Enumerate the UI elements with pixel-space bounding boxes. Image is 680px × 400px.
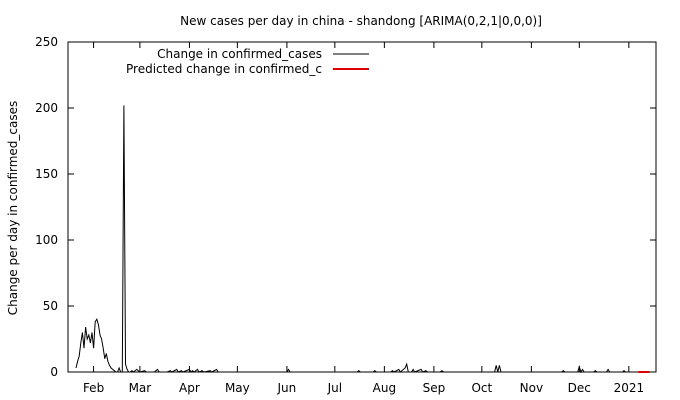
series-lines bbox=[75, 105, 650, 374]
x-tick-label: Dec bbox=[568, 381, 591, 395]
legend-label-0: Change in confirmed_cases bbox=[157, 47, 322, 61]
plot-frame bbox=[67, 41, 657, 373]
y-axis-ticks: 0 50 100 150 200 250 bbox=[35, 35, 656, 379]
y-tick-label: 0 bbox=[50, 365, 58, 379]
y-tick-label: 200 bbox=[35, 101, 58, 115]
series-line-0 bbox=[75, 105, 636, 374]
x-tick-label: 2021 bbox=[614, 381, 645, 395]
y-tick-label: 250 bbox=[35, 35, 58, 49]
y-tick-label: 100 bbox=[35, 233, 58, 247]
x-tick-label: Feb bbox=[83, 381, 104, 395]
y-axis-label: Change per day in confirmed_cases bbox=[6, 101, 20, 316]
x-tick-label: Nov bbox=[520, 381, 543, 395]
y-tick-label: 150 bbox=[35, 167, 58, 181]
x-tick-label: Apr bbox=[179, 381, 200, 395]
x-tick-label: Jul bbox=[327, 381, 342, 395]
x-tick-label: Sep bbox=[423, 381, 446, 395]
x-tick-label: Jun bbox=[277, 381, 297, 395]
x-axis-ticks: Feb Mar Apr May Jun Jul Aug Sep Oct Nov Dec 2021 bbox=[83, 42, 644, 395]
chart-title: New cases per day in china - shandong [A… bbox=[180, 14, 542, 28]
x-tick-label: Oct bbox=[471, 381, 492, 395]
x-tick-label: Aug bbox=[373, 381, 396, 395]
y-tick-label: 50 bbox=[43, 299, 58, 313]
x-tick-label: Mar bbox=[129, 381, 152, 395]
legend-label-1: Predicted change in confirmed_c bbox=[126, 62, 322, 76]
x-tick-label: May bbox=[225, 381, 250, 395]
